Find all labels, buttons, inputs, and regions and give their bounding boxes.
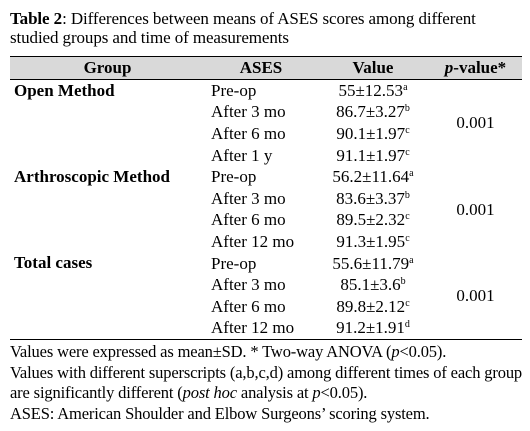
value-superscript: c [405,125,410,137]
table-row: After 6 mo 89.5±2.32c [10,209,522,231]
table-row: After 3 mo 86.7±3.27b [10,101,522,123]
table-row: After 12 mo 91.3±1.95c [10,231,522,253]
value-text: 83.6±3.37 [336,188,405,208]
value-cell: 89.5±2.32c [317,209,429,231]
value-text: 91.1±1.97 [336,145,406,165]
ases-time: After 1 y [211,145,273,165]
ases-time: After 12 mo [211,318,295,338]
header-p-italic: p [444,58,454,78]
value-text: 90.1±1.97 [336,124,406,144]
header-p-rest: -value* [453,58,507,78]
value-cell: 85.1±3.6b [317,274,429,296]
group-name: Arthroscopic Method [14,166,170,186]
footnote-line: Values with different superscripts (a,b,… [10,362,523,403]
value-text: 89.5±2.32 [336,210,406,230]
ases-time: After 6 mo [211,210,286,230]
header-group: Group [83,58,132,78]
value-superscript: d [404,319,410,331]
ases-time: After 3 mo [211,275,286,295]
p-value-cell: 0.001 [456,286,495,306]
table-caption-label: Table 2 [10,9,63,28]
value-superscript: b [404,189,410,201]
table-caption: Table 2: Differences between means of AS… [10,9,522,47]
value-superscript: b [404,103,410,115]
value-text: 56.2±11.64 [332,167,410,187]
table-row: Total cases Pre-op 55.6±11.79a 0.001 [10,252,522,305]
value-superscript: b [400,276,406,288]
value-cell: 55.6±11.79a [317,252,429,274]
ases-time: After 12 mo [211,232,295,252]
p-value-cell: 0.001 [456,199,495,219]
value-cell: 91.3±1.95c [317,231,429,253]
ases-time: After 6 mo [211,124,286,144]
ases-time: After 3 mo [211,188,286,208]
ases-time: Pre-op [211,253,257,273]
header-value: Value [352,58,394,78]
group-name: Total cases [14,253,93,273]
value-cell: 91.2±1.91d [317,317,429,339]
value-cell: 56.2±11.64a [317,166,429,188]
table-row: After 6 mo 90.1±1.97c [10,123,522,145]
ases-time: Pre-op [211,167,257,187]
value-cell: 55±12.53a [317,79,429,101]
table-row: Open Method Pre-op 55±12.53a 0.001 [10,79,522,133]
value-cell: 89.8±2.12c [317,296,429,318]
table-row: After 3 mo 83.6±3.37b [10,188,522,210]
ases-time: Pre-op [211,80,257,100]
results-table: Group ASES Value p-value* Open Method Pr… [10,56,522,340]
group-name: Open Method [14,80,115,100]
table-row: After 12 mo 91.2±1.91d [10,317,522,340]
value-superscript: c [405,146,410,158]
value-cell: 86.7±3.27b [317,101,429,123]
table-caption-text: : Differences between means of ASES scor… [10,9,476,47]
value-superscript: a [403,81,408,93]
value-cell: 91.1±1.97c [317,144,429,166]
value-text: 89.8±2.12 [336,296,406,316]
value-text: 55.6±11.79 [332,253,410,273]
ases-time: After 3 mo [211,102,286,122]
p-value-cell: 0.001 [456,113,495,133]
table-row: After 1 y 91.1±1.97c [10,144,522,166]
ases-time: After 6 mo [211,296,286,316]
value-superscript: c [405,233,410,245]
table-row: After 3 mo 85.1±3.6b [10,274,522,296]
value-superscript: c [405,297,410,309]
value-superscript: a [409,254,414,266]
value-text: 86.7±3.27 [336,102,405,122]
value-text: 91.2±1.91 [336,318,405,338]
table-footnotes: Values were expressed as mean±SD. * Two-… [10,342,524,424]
value-superscript: a [409,168,414,180]
footnote-line: Values were expressed as mean±SD. * Two-… [10,342,447,361]
table-row: Arthroscopic Method Pre-op 56.2±11.64a 0… [10,166,522,219]
value-cell: 90.1±1.97c [317,123,429,145]
header-ases: ASES [239,58,283,78]
footnote-line: ASES: American Shoulder and Elbow Surgeo… [10,403,430,423]
value-superscript: c [405,211,410,223]
header-p-value: p-value* [429,57,522,80]
table-body: Open Method Pre-op 55±12.53a 0.001 After… [10,79,522,340]
table-header-row: Group ASES Value p-value* [10,56,522,80]
value-cell: 83.6±3.37b [317,188,429,210]
value-text: 85.1±3.6 [340,275,401,295]
table-row: After 6 mo 89.8±2.12c [10,296,522,318]
value-text: 91.3±1.95 [336,232,406,252]
value-text: 55±12.53 [338,80,404,100]
